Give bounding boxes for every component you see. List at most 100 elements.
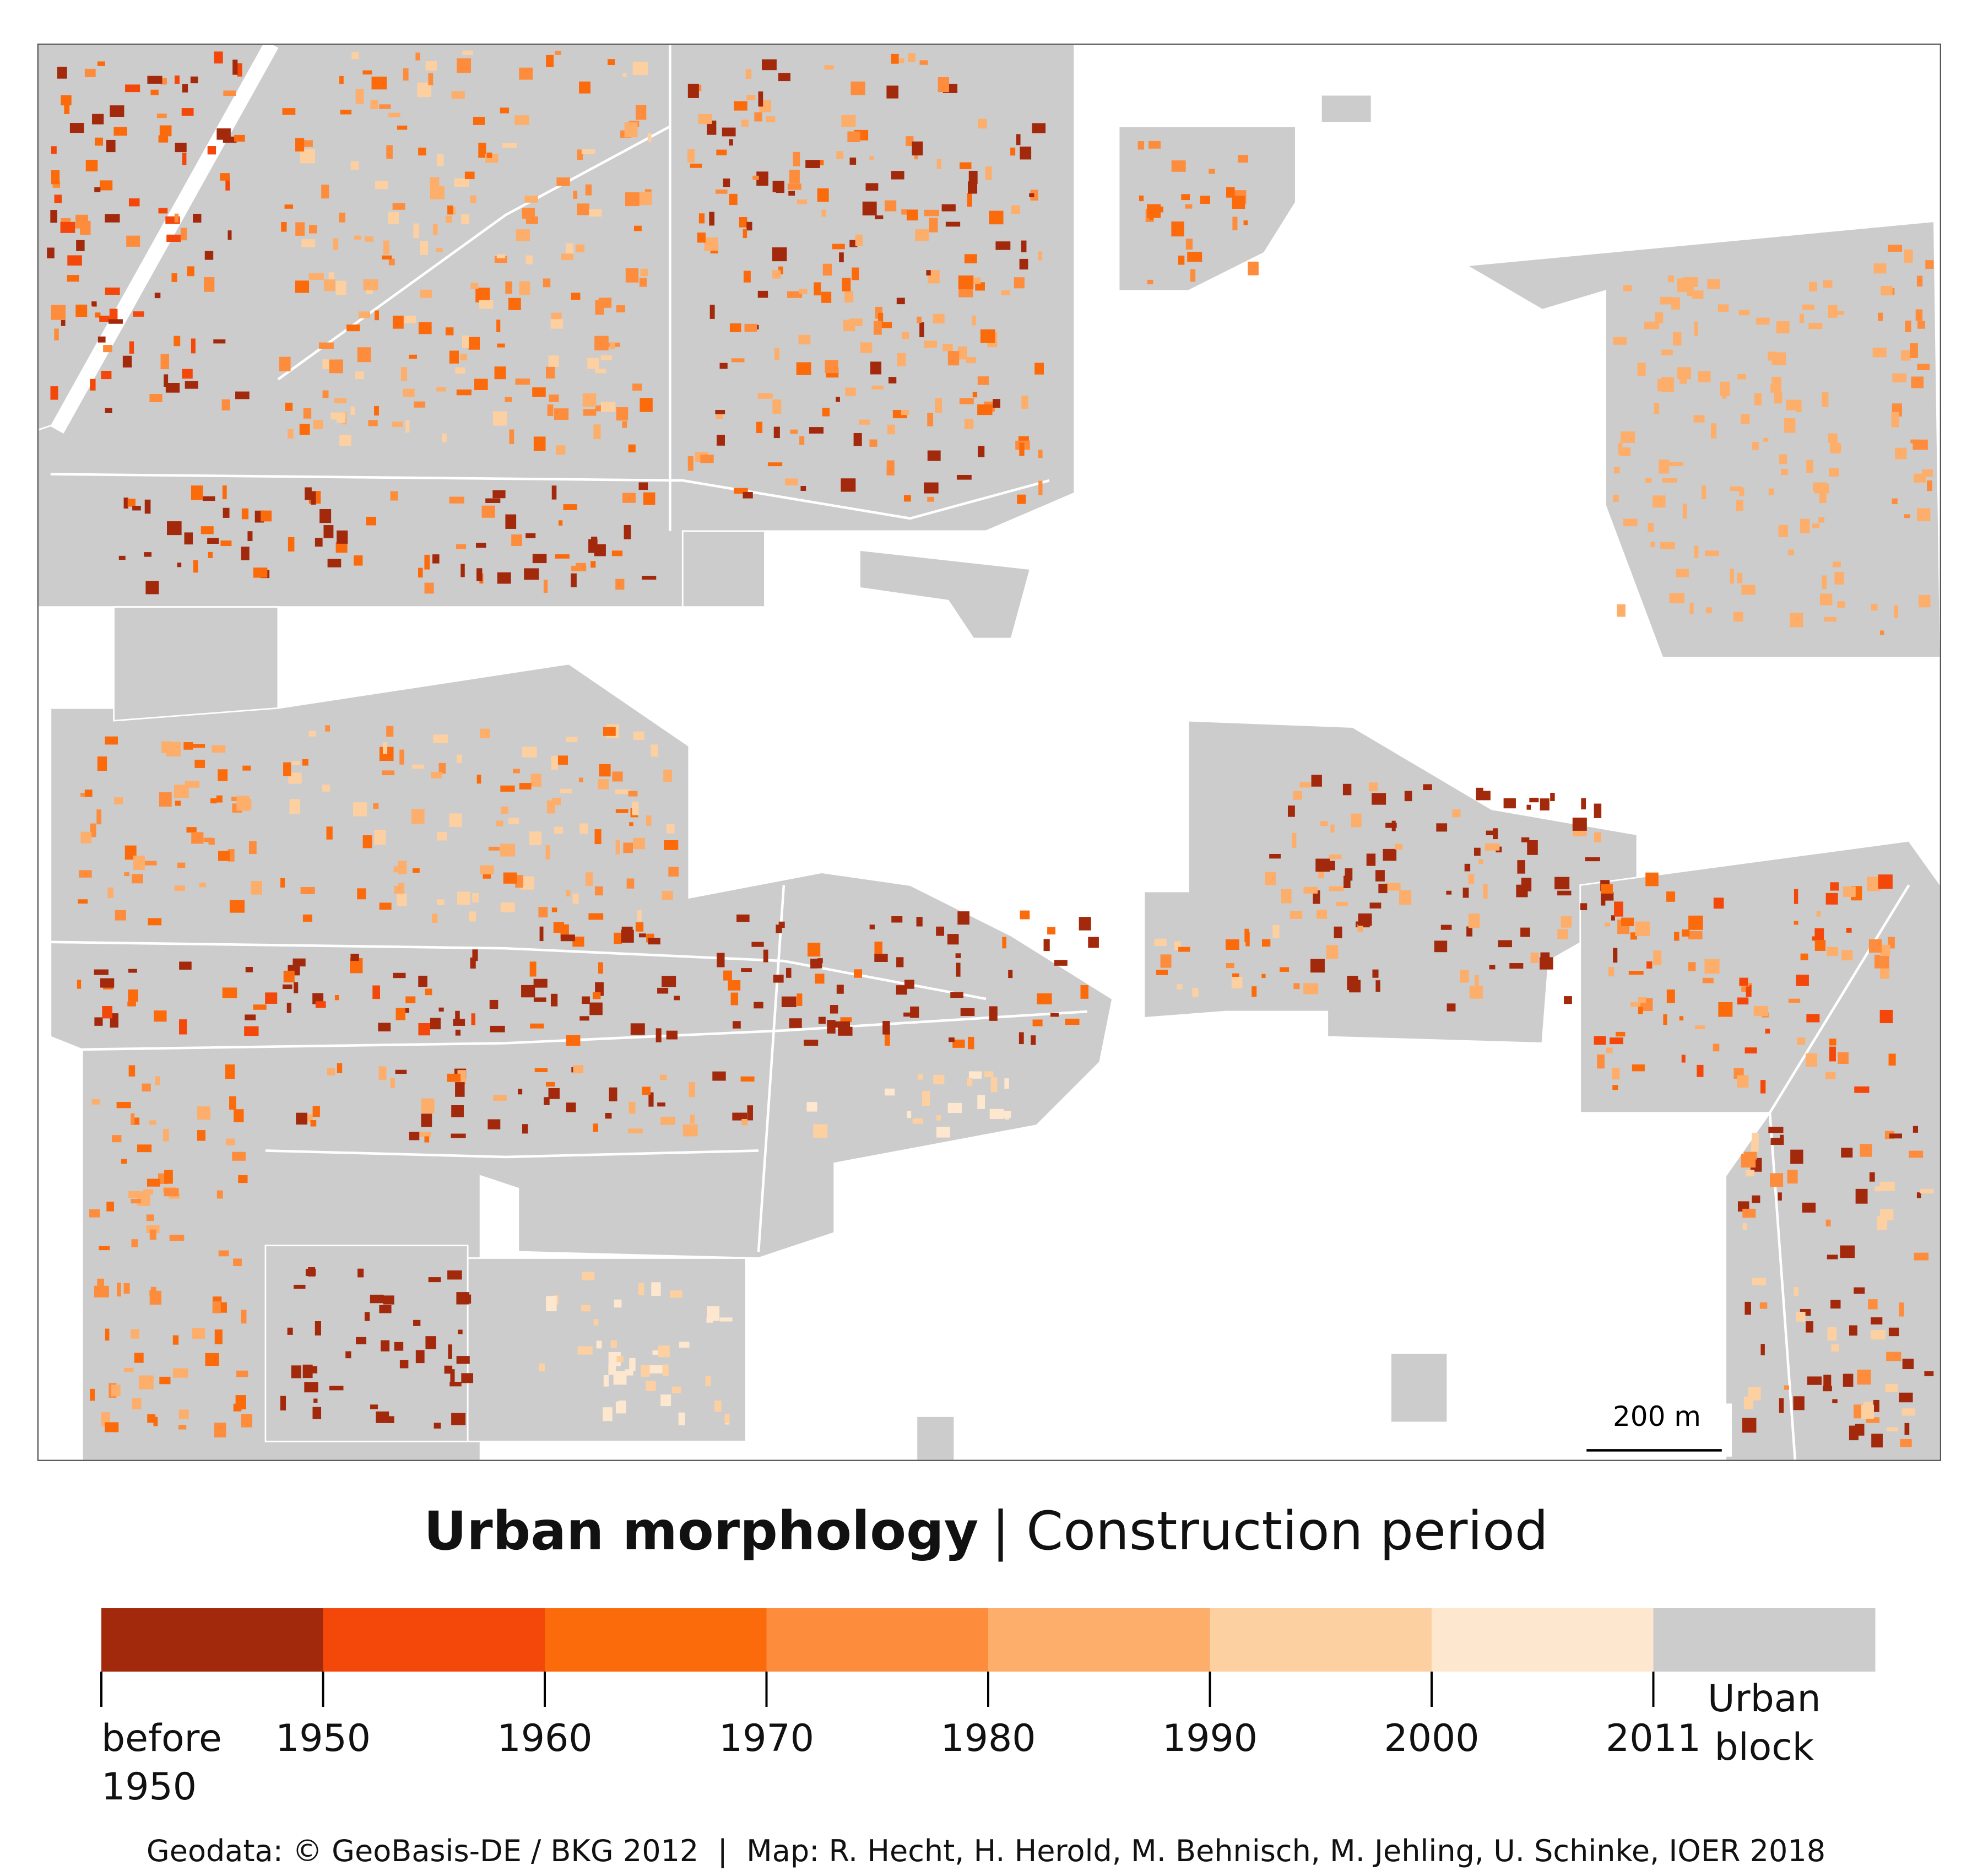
building (1827, 1327, 1837, 1341)
building (1617, 604, 1626, 617)
building (945, 221, 961, 227)
building (475, 543, 486, 548)
building (596, 1340, 602, 1349)
building (524, 568, 539, 580)
building (942, 344, 953, 352)
building (1784, 418, 1796, 433)
building (957, 911, 969, 925)
building (231, 797, 240, 802)
building (451, 91, 465, 99)
building (551, 755, 559, 770)
building (529, 961, 537, 977)
building (1200, 196, 1210, 204)
building (577, 149, 583, 160)
building (1834, 311, 1844, 315)
building (1303, 886, 1318, 894)
building (242, 765, 251, 771)
building (481, 505, 495, 518)
building (600, 402, 616, 412)
urban-block (681, 530, 766, 608)
building (825, 360, 838, 374)
building (430, 177, 440, 188)
building (1910, 343, 1918, 358)
building (578, 777, 583, 782)
building (1019, 442, 1025, 456)
building (362, 835, 372, 848)
building (437, 831, 447, 841)
building (566, 1035, 581, 1046)
building (1911, 376, 1924, 388)
building (333, 238, 339, 250)
building (418, 147, 426, 156)
building (111, 1135, 122, 1143)
building (1718, 304, 1729, 312)
building (182, 369, 193, 379)
building (705, 1375, 711, 1387)
building (149, 1120, 156, 1125)
building (469, 911, 476, 922)
building (806, 1102, 817, 1112)
building (77, 980, 82, 989)
building (709, 212, 715, 226)
building (494, 366, 506, 380)
building (383, 742, 388, 754)
building (608, 1351, 621, 1366)
building (739, 217, 747, 228)
legend-label: 1950 (275, 1717, 371, 1760)
building (516, 229, 530, 241)
building (1645, 478, 1652, 483)
building (325, 725, 331, 732)
building (1614, 901, 1623, 917)
building (919, 60, 928, 65)
building (492, 490, 506, 499)
building (629, 1101, 636, 1114)
building (175, 143, 187, 153)
building (960, 162, 972, 169)
building (383, 240, 389, 255)
building (1679, 1016, 1684, 1021)
building (1790, 613, 1803, 628)
building (186, 827, 197, 833)
building (1739, 487, 1745, 496)
building (197, 1106, 210, 1120)
building (719, 1317, 733, 1322)
building (1290, 911, 1303, 919)
building (1342, 783, 1352, 796)
building (622, 73, 627, 77)
building (308, 1366, 318, 1374)
building (662, 1364, 669, 1376)
building (182, 84, 188, 93)
building (199, 883, 207, 888)
building (1540, 798, 1550, 811)
building (288, 537, 295, 552)
building (796, 362, 811, 375)
building (1632, 1064, 1645, 1072)
building (1802, 1202, 1816, 1213)
building (630, 1023, 645, 1035)
building (1662, 478, 1677, 483)
building (1520, 927, 1530, 937)
building (657, 1102, 665, 1107)
building (1564, 996, 1572, 1004)
legend-label: 2000 (1384, 1717, 1480, 1760)
building (1854, 1287, 1865, 1294)
building (582, 1272, 595, 1280)
building (1004, 1078, 1009, 1089)
building (1225, 939, 1239, 950)
building (614, 932, 622, 944)
building (972, 392, 978, 398)
building (1147, 204, 1161, 218)
building (741, 120, 749, 127)
building (163, 1128, 169, 1142)
building (1671, 297, 1680, 310)
building (734, 488, 748, 494)
building (1878, 874, 1893, 889)
building (967, 1078, 973, 1086)
building (442, 433, 447, 442)
building (1001, 290, 1011, 296)
building (663, 769, 673, 782)
urban-block (1118, 126, 1297, 292)
building (505, 281, 512, 294)
building (1190, 269, 1196, 282)
